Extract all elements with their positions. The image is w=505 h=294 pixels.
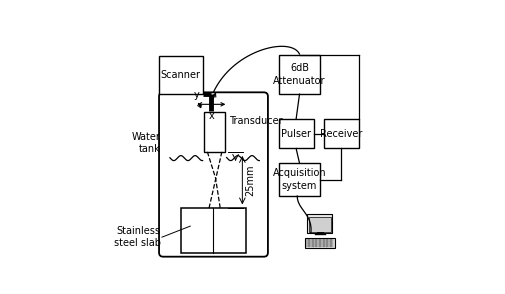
- Text: Receiver: Receiver: [320, 129, 362, 139]
- Bar: [181, 208, 245, 253]
- Bar: [307, 214, 332, 233]
- Text: Stainless
steel slab: Stainless steel slab: [114, 226, 161, 248]
- Text: x: x: [208, 111, 214, 121]
- Bar: [305, 238, 334, 248]
- Text: Acquisition
system: Acquisition system: [272, 168, 326, 191]
- Bar: [204, 112, 225, 152]
- Bar: [278, 54, 320, 94]
- Text: y: y: [193, 90, 199, 100]
- Bar: [323, 119, 358, 148]
- Bar: [278, 163, 320, 196]
- Text: 6dB
Attenuator: 6dB Attenuator: [273, 63, 325, 86]
- Text: Pulser: Pulser: [281, 129, 311, 139]
- Text: Water
tank: Water tank: [132, 132, 161, 154]
- FancyBboxPatch shape: [159, 92, 268, 257]
- Bar: [278, 119, 313, 148]
- Bar: [309, 217, 330, 232]
- Text: 25mm: 25mm: [244, 164, 255, 196]
- Text: Scanner: Scanner: [161, 70, 200, 80]
- Bar: [158, 56, 203, 94]
- Text: Transducer: Transducer: [228, 116, 282, 126]
